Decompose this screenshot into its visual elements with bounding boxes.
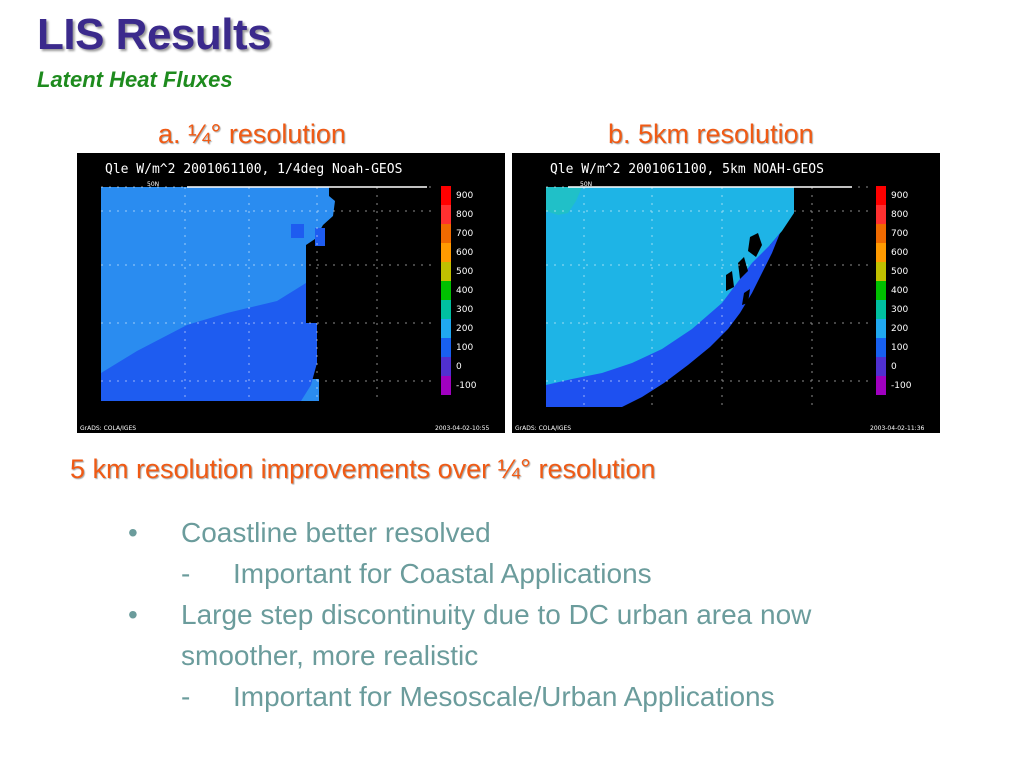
colorbar-label: 600 (456, 248, 473, 258)
colorbar-label: 100 (456, 343, 473, 353)
panel-b-label: b. 5km resolution (608, 119, 814, 149)
colorbar-swatch (876, 376, 886, 395)
colorbar-swatch (876, 262, 886, 281)
colorbar-label: 100 (891, 343, 908, 353)
colorbar-label: 300 (456, 305, 473, 315)
colorbar-label: 900 (891, 191, 908, 201)
map-b-bays (726, 233, 762, 305)
colorbar-label: 500 (456, 267, 473, 277)
map-b-footer-right: 2003-04-02-11:36 (870, 425, 925, 432)
map-panel-b: Qle W/m^2 2001061100, 5km NOAH-GEOS 50N … (512, 153, 940, 433)
colorbar-label: 700 (891, 229, 908, 239)
colorbar-swatch (441, 338, 451, 357)
colorbar-label: 200 (891, 324, 908, 334)
colorbar-swatch (876, 338, 886, 357)
colorbar-swatch (876, 319, 886, 338)
map-a-footer-right: 2003-04-02-10:55 (435, 425, 490, 432)
panel-a-label: a. ¼° resolution (158, 119, 346, 149)
colorbar-swatch (876, 300, 886, 319)
colorbar-label: 800 (891, 210, 908, 220)
colorbar-label: 300 (891, 305, 908, 315)
colorbar-label: 200 (456, 324, 473, 334)
map-b-land-dark (546, 233, 780, 407)
colorbar-swatch (441, 300, 451, 319)
list-item-text: Large step discontinuity due to DC urban… (181, 599, 812, 630)
slide-subtitle: Latent Heat Fluxes (37, 67, 233, 92)
colorbar-label: 800 (456, 210, 473, 220)
sub-bullet-marker: - (181, 558, 191, 589)
colorbar-a: 900 800 700 600 500 400 300 200 100 0 -100 (441, 186, 477, 395)
colorbar-label: 500 (891, 267, 908, 277)
colorbar-swatch (441, 243, 451, 262)
colorbar-swatch (441, 376, 451, 395)
colorbar-label: 0 (456, 362, 462, 372)
map-b-land (546, 187, 794, 407)
colorbar-label: 900 (456, 191, 473, 201)
map-a-land-dark (101, 283, 317, 401)
colorbar-swatch (441, 262, 451, 281)
list-item-text: smoother, more realistic (181, 640, 479, 671)
colorbar-label: -100 (891, 381, 912, 391)
colorbar-label: 600 (891, 248, 908, 258)
colorbar-label: 400 (456, 286, 473, 296)
colorbar-swatch (441, 357, 451, 376)
colorbar-swatch (876, 243, 886, 262)
map-b-footer-left: GrADS: COLA/IGES (515, 425, 571, 432)
map-b-figure: Qle W/m^2 2001061100, 5km NOAH-GEOS 50N … (512, 153, 940, 433)
improvements-heading: 5 km resolution improvements over ¼° res… (70, 454, 656, 484)
colorbar-swatch (876, 281, 886, 300)
colorbar-label: 700 (456, 229, 473, 239)
colorbar-label: 0 (891, 362, 897, 372)
map-b-lat-label: 50N (580, 181, 592, 188)
sub-bullet-marker: - (181, 681, 191, 712)
list-item-text: Important for Mesoscale/Urban Applicatio… (233, 681, 775, 712)
colorbar-label: 400 (891, 286, 908, 296)
colorbar-swatch (876, 205, 886, 224)
map-a-lat-label: 50N (147, 181, 159, 188)
colorbar-swatch (441, 224, 451, 243)
list-item-text: Coastline better resolved (181, 517, 491, 548)
map-a-figure: Qle W/m^2 2001061100, 1/4deg Noah-GEOS 5… (77, 153, 505, 433)
bullet-marker: • (128, 599, 138, 630)
slide-title: LIS Results (37, 10, 272, 59)
colorbar-label: -100 (456, 381, 477, 391)
map-b-north-patch (546, 187, 582, 215)
colorbar-swatch (876, 186, 886, 205)
map-a-title: Qle W/m^2 2001061100, 1/4deg Noah-GEOS (105, 162, 402, 177)
colorbar-swatch (441, 281, 451, 300)
map-a-coast-patch (315, 228, 325, 246)
list-item-text: Important for Coastal Applications (233, 558, 652, 589)
map-a-footer-left: GrADS: COLA/IGES (80, 425, 136, 432)
colorbar-swatch (441, 205, 451, 224)
colorbar-swatch (876, 357, 886, 376)
colorbar-swatch (441, 319, 451, 338)
colorbar-swatch (876, 224, 886, 243)
map-a-urban-block (291, 224, 304, 238)
colorbar-swatch (441, 186, 451, 205)
map-panel-a: Qle W/m^2 2001061100, 1/4deg Noah-GEOS 5… (77, 153, 505, 433)
bullet-marker: • (128, 517, 138, 548)
map-b-title: Qle W/m^2 2001061100, 5km NOAH-GEOS (550, 162, 824, 177)
colorbar-b: 900 800 700 600 500 400 300 200 100 0 -100 (876, 186, 912, 395)
